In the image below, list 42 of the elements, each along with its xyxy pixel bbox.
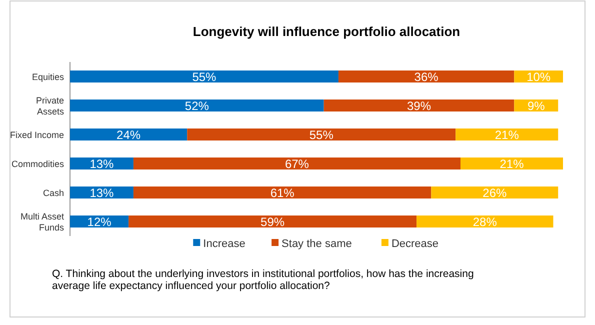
bar xyxy=(133,158,460,170)
bar xyxy=(324,100,514,112)
data-label: 21% xyxy=(494,128,520,142)
bar xyxy=(70,100,324,112)
data-label: 61% xyxy=(270,186,295,200)
bar xyxy=(431,186,558,198)
y-tick-label: Private Assets xyxy=(36,96,64,116)
bar xyxy=(460,158,563,170)
bar xyxy=(133,186,432,198)
bar xyxy=(128,216,417,228)
data-label: 55% xyxy=(309,128,334,142)
data-label: 28% xyxy=(472,215,498,229)
data-label: 21% xyxy=(500,157,524,171)
y-tick-label: Multi Asset Funds xyxy=(20,212,64,232)
data-label: 59% xyxy=(260,215,285,229)
bar xyxy=(70,128,188,140)
y-tick-label: Commodities xyxy=(11,159,64,169)
data-label: 26% xyxy=(482,186,507,200)
bar xyxy=(338,70,514,82)
y-tick-label: Fixed Income xyxy=(10,130,64,140)
text: Q. Thinking about the underlying investors in institutional portfolios, how has the increasing average life expectancy influenced your portfolio allocation? xyxy=(52,268,474,292)
data-label: 10% xyxy=(526,70,551,84)
data-label: 36% xyxy=(414,70,439,84)
data-label: 13% xyxy=(90,157,114,171)
data-label: 67% xyxy=(284,157,310,171)
data-label: 12% xyxy=(87,215,112,229)
legend-label: Stay the same xyxy=(282,238,352,250)
legend-label: Decrease xyxy=(391,238,439,250)
legend-label: Increase xyxy=(203,238,246,250)
chart-title: Longevity will influence portfolio allocation xyxy=(192,24,460,39)
y-tick-label: Equities xyxy=(32,72,64,82)
data-label: 39% xyxy=(406,99,432,113)
bar xyxy=(456,128,558,140)
bar xyxy=(70,70,338,82)
y-tick-label: Cash xyxy=(42,188,64,198)
bar xyxy=(416,216,554,228)
data-label: 9% xyxy=(527,99,546,113)
bar xyxy=(187,128,456,140)
data-label: 52% xyxy=(184,99,210,113)
data-label: 13% xyxy=(90,186,114,200)
data-label: 55% xyxy=(192,70,217,84)
data-label: 24% xyxy=(116,128,141,142)
